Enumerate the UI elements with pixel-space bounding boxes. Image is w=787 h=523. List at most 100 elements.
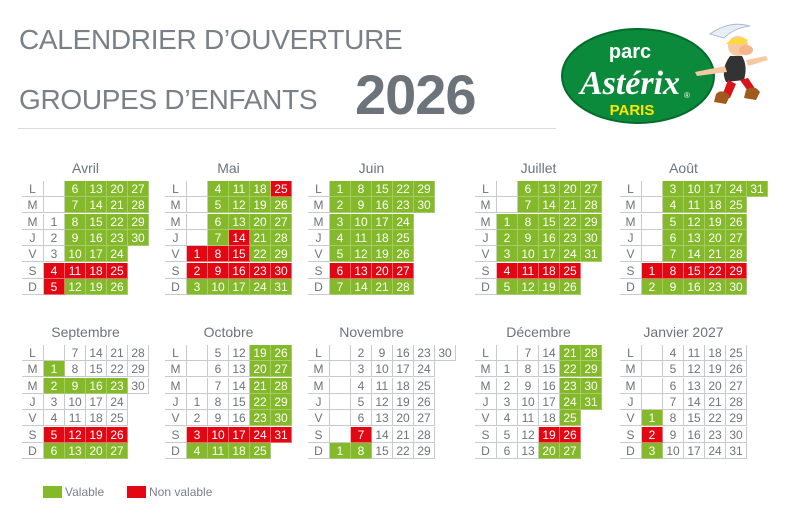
day-non-valable: 23 [250, 262, 271, 279]
empty-cell [187, 377, 208, 394]
weekday-label: S [165, 262, 187, 279]
weekday-label: V [620, 410, 642, 427]
day: 18 [705, 345, 726, 361]
day-valable: 10 [684, 181, 705, 197]
empty-cell [642, 393, 663, 410]
day-valable: 2 [44, 377, 65, 394]
weekday-label: M [620, 361, 642, 378]
weekday-label: L [620, 181, 642, 197]
legend-swatch-valable [43, 486, 62, 498]
weekday-label: M [22, 361, 44, 378]
empty-cell [187, 229, 208, 246]
day-non-valable: 5 [44, 278, 65, 295]
divider [18, 128, 556, 129]
day-non-valable: 18 [86, 262, 107, 279]
year: 2026 [355, 63, 477, 126]
day: 18 [539, 410, 560, 427]
day-valable: 6 [518, 181, 539, 197]
day-valable: 11 [351, 229, 372, 246]
title-line-1: CALENDRIER D’OUVERTURE [19, 24, 403, 55]
empty-cell [187, 345, 208, 361]
day-non-valable: 6 [330, 262, 351, 279]
day-non-valable: 2 [642, 426, 663, 443]
day-non-valable: 20 [372, 262, 393, 279]
weekday-label: L [22, 181, 44, 197]
day-valable: 1 [330, 181, 351, 197]
day-non-valable: 25 [560, 262, 581, 279]
day: 15 [372, 442, 393, 459]
day-non-valable: 8 [663, 262, 684, 279]
day: 15 [539, 361, 560, 378]
day: 8 [65, 361, 86, 378]
day: 4 [351, 377, 372, 394]
day: 17 [86, 393, 107, 410]
day-valable: 22 [250, 393, 271, 410]
day-valable: 7 [663, 246, 684, 263]
day-valable: 8 [518, 213, 539, 230]
day: 6 [497, 442, 518, 459]
day-non-valable: 16 [229, 262, 250, 279]
day-valable: 21 [372, 278, 393, 295]
day: 10 [65, 393, 86, 410]
day-valable: 17 [539, 246, 560, 263]
day-valable: 17 [705, 181, 726, 197]
weekday-label: V [165, 410, 187, 427]
day-valable: 9 [663, 278, 684, 295]
day: 29 [726, 410, 747, 427]
day: 28 [414, 426, 435, 443]
day-valable: 30 [414, 197, 435, 214]
day-non-valable: 7 [351, 426, 372, 443]
day-valable: 26 [726, 213, 747, 230]
day-valable: 7 [518, 197, 539, 214]
weekday-label: M [475, 377, 497, 394]
day: 22 [107, 361, 128, 378]
day-valable: 27 [128, 181, 149, 197]
legend-valable: Valable [43, 485, 104, 499]
weekday-label: L [22, 345, 44, 361]
day-valable: 1 [497, 213, 518, 230]
weekday-label: L [165, 181, 187, 197]
day: 19 [393, 393, 414, 410]
day: 17 [393, 361, 414, 378]
day: 15 [229, 393, 250, 410]
day-valable: 14 [684, 246, 705, 263]
day: 6 [208, 361, 229, 378]
day-non-valable: 30 [271, 262, 292, 279]
day: 1 [497, 361, 518, 378]
day-valable: 29 [581, 361, 602, 378]
day: 29 [128, 361, 149, 378]
day-valable: 27 [560, 442, 581, 459]
day-valable: 28 [271, 377, 292, 394]
day-valable: 27 [726, 229, 747, 246]
weekday-label: V [308, 246, 330, 263]
day: 7 [208, 377, 229, 394]
day-valable: 3 [642, 442, 663, 459]
weekday-label: J [620, 229, 642, 246]
day-valable: 22 [393, 181, 414, 197]
empty-cell [642, 213, 663, 230]
day-non-valable: 12 [65, 426, 86, 443]
day-valable: 29 [271, 246, 292, 263]
day-non-valable: 31 [271, 426, 292, 443]
day: 22 [705, 410, 726, 427]
day-valable: 8 [65, 213, 86, 230]
day: 3 [497, 393, 518, 410]
weekday-label: M [165, 361, 187, 378]
day-valable: 9 [518, 229, 539, 246]
day: 8 [208, 393, 229, 410]
parc-asterix-logo: parc Astérix ® PARIS [561, 23, 768, 124]
day-valable: 14 [539, 197, 560, 214]
day-valable: 13 [229, 213, 250, 230]
weekday-label: M [165, 377, 187, 394]
day: 5 [351, 393, 372, 410]
day: 27 [726, 377, 747, 394]
empty-cell [497, 345, 518, 361]
day-valable: 4 [187, 442, 208, 459]
day-valable: 20 [250, 361, 271, 378]
day: 9 [663, 426, 684, 443]
day: 7 [663, 393, 684, 410]
day-valable: 24 [560, 246, 581, 263]
empty-cell [642, 377, 663, 394]
day-valable: 12 [518, 278, 539, 295]
day: 7 [65, 345, 86, 361]
